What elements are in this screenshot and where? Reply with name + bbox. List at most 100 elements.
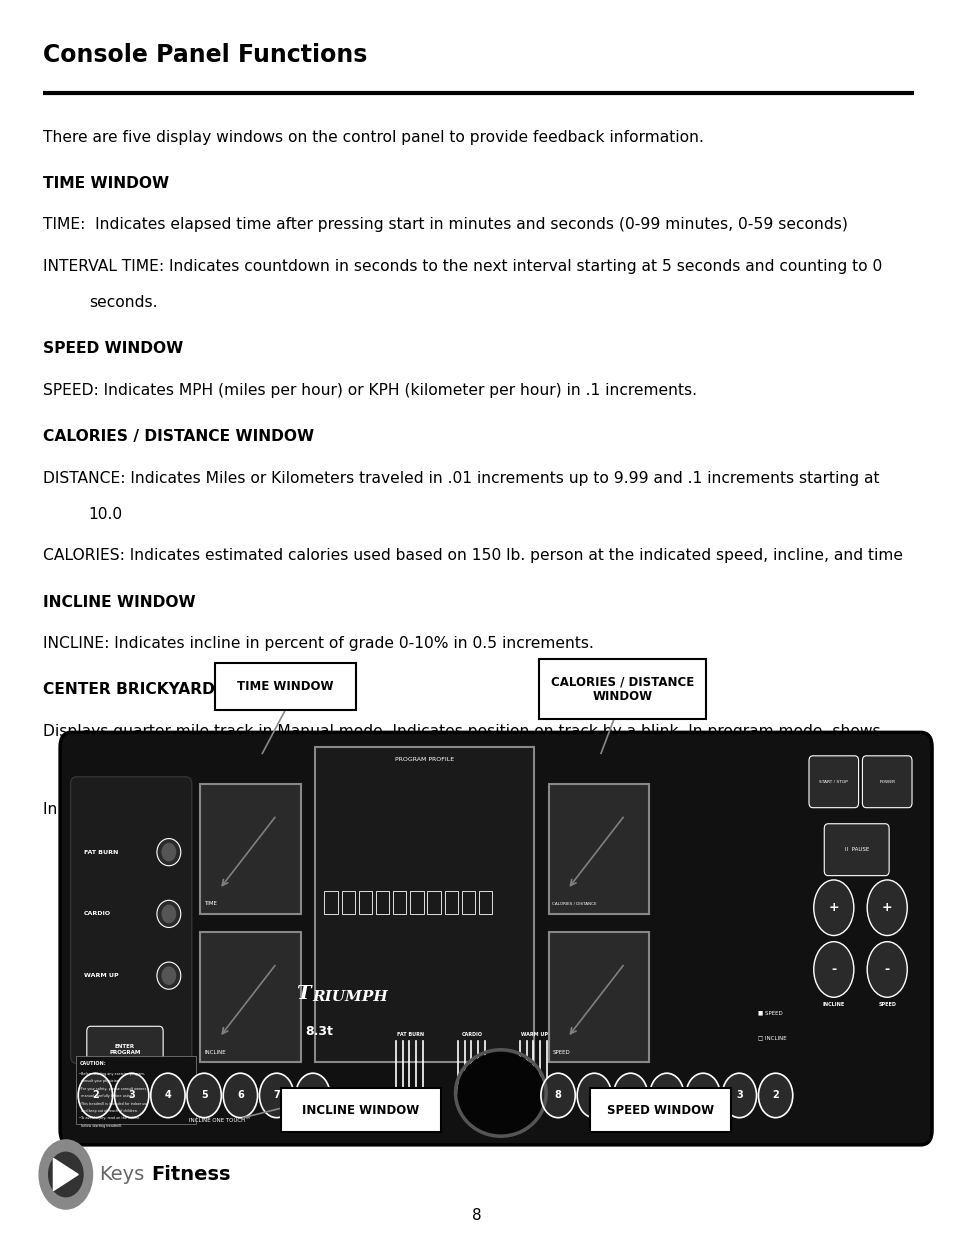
Bar — [427, 892, 440, 914]
Bar — [461, 892, 475, 914]
Bar — [324, 892, 337, 914]
FancyBboxPatch shape — [808, 756, 858, 808]
Text: -: - — [883, 963, 889, 976]
Ellipse shape — [813, 879, 853, 936]
Text: INCLINE: Indicates incline in percent of grade 0-10% in 0.5 increments.: INCLINE: Indicates incline in percent of… — [43, 636, 593, 651]
Text: TIME WINDOW: TIME WINDOW — [236, 680, 334, 693]
Bar — [214, 663, 355, 710]
Ellipse shape — [866, 941, 906, 998]
Text: 2: 2 — [91, 1091, 99, 1100]
Text: POWER: POWER — [879, 779, 894, 784]
Text: CALORIES / DISTANCE: CALORIES / DISTANCE — [552, 903, 597, 906]
Circle shape — [114, 1073, 149, 1118]
Text: CALORIES: Indicates estimated calories used based on 150 lb. person at the indic: CALORIES: Indicates estimated calories u… — [43, 548, 902, 563]
Bar — [76, 1056, 195, 1124]
Text: INCLINE: INCLINE — [204, 1050, 226, 1055]
Text: ENTER
PROGRAM: ENTER PROGRAM — [110, 1045, 140, 1055]
Text: 8: 8 — [309, 1091, 316, 1100]
Text: side of the window. In Manual mode, the LAP counter will appear in the top cente: side of the window. In Manual mode, the … — [89, 837, 899, 853]
Bar — [314, 747, 534, 1062]
Text: the change in speed profile across the interval range (1-10) and shows position : the change in speed profile across the i… — [89, 760, 882, 776]
Text: Keys: Keys — [99, 1165, 144, 1184]
Text: 3: 3 — [128, 1091, 135, 1100]
Circle shape — [187, 1073, 221, 1118]
Text: T: T — [295, 986, 310, 1003]
Text: +: + — [881, 902, 892, 914]
Text: 8: 8 — [472, 1208, 481, 1223]
Text: Displays quarter mile track in Manual mode. Indicates position on track by a bli: Displays quarter mile track in Manual mo… — [43, 724, 880, 739]
Text: 6: 6 — [626, 1091, 634, 1100]
Text: 8: 8 — [554, 1091, 561, 1100]
Text: •Before starting any exercise program,: •Before starting any exercise program, — [79, 1072, 145, 1076]
Text: ■ SPEED: ■ SPEED — [758, 1010, 782, 1015]
Text: 6: 6 — [236, 1091, 244, 1100]
Text: 10.0: 10.0 — [89, 506, 123, 522]
Ellipse shape — [866, 879, 906, 936]
Ellipse shape — [813, 941, 853, 998]
Bar — [478, 892, 492, 914]
Text: seconds.: seconds. — [89, 295, 157, 310]
Circle shape — [295, 1073, 330, 1118]
Text: 7: 7 — [590, 1091, 598, 1100]
Text: TIME: TIME — [204, 902, 216, 906]
Text: WARM UP: WARM UP — [84, 973, 118, 978]
Ellipse shape — [156, 900, 181, 927]
FancyBboxPatch shape — [60, 732, 931, 1145]
Text: consult your physician.: consult your physician. — [79, 1079, 120, 1083]
Circle shape — [162, 844, 175, 861]
Circle shape — [151, 1073, 185, 1118]
Text: 4: 4 — [699, 1091, 706, 1100]
Bar — [548, 932, 648, 1062]
Text: SPEED: Indicates MPH (miles per hour) or KPH (kilometer per hour) in .1 incremen: SPEED: Indicates MPH (miles per hour) or… — [43, 383, 697, 398]
Text: INCLINE WINDOW: INCLINE WINDOW — [43, 594, 195, 610]
Text: II  PAUSE: II PAUSE — [843, 847, 868, 852]
Bar — [393, 892, 406, 914]
Ellipse shape — [156, 839, 181, 866]
Text: START / STOP: START / STOP — [819, 779, 847, 784]
Text: In Program mode, the treadmill will display the name of the program selected. Th: In Program mode, the treadmill will disp… — [43, 802, 889, 816]
Text: CALORIES / DISTANCE
WINDOW: CALORIES / DISTANCE WINDOW — [550, 676, 694, 703]
Ellipse shape — [156, 962, 181, 989]
Text: 3: 3 — [735, 1091, 742, 1100]
Bar — [589, 1088, 730, 1132]
Circle shape — [540, 1073, 575, 1118]
Circle shape — [39, 1140, 92, 1209]
Polygon shape — [53, 1158, 78, 1191]
Circle shape — [162, 905, 175, 923]
Bar — [341, 892, 355, 914]
Text: 8.3t: 8.3t — [305, 1025, 333, 1037]
Text: 7: 7 — [273, 1091, 280, 1100]
Text: INTERVAL TIME: Indicates countdown in seconds to the next interval starting at 5: INTERVAL TIME: Indicates countdown in se… — [43, 259, 882, 274]
Bar — [444, 892, 457, 914]
Text: -: - — [830, 963, 836, 976]
Text: 5: 5 — [200, 1091, 208, 1100]
Circle shape — [577, 1073, 611, 1118]
Text: Fitness: Fitness — [152, 1165, 231, 1184]
Text: INCLINE ONE TOUCH™: INCLINE ONE TOUCH™ — [189, 1118, 250, 1123]
Text: RIUMPH: RIUMPH — [312, 989, 387, 1004]
Text: •To avoid injury, read on the calorie: •To avoid injury, read on the calorie — [79, 1116, 139, 1120]
Text: INCLINE WINDOW: INCLINE WINDOW — [302, 1104, 419, 1116]
Text: 5: 5 — [662, 1091, 670, 1100]
Text: SPEED WINDOW: SPEED WINDOW — [43, 341, 183, 357]
Text: TIME:  Indicates elapsed time after pressing start in minutes and seconds (0-99 : TIME: Indicates elapsed time after press… — [43, 217, 847, 232]
Text: FAT BURN: FAT BURN — [396, 1032, 423, 1037]
Text: CENTER BRICKYARD WINDOW: CENTER BRICKYARD WINDOW — [43, 682, 298, 698]
Bar — [538, 659, 705, 719]
Text: below starting treadmill.: below starting treadmill. — [79, 1124, 122, 1128]
FancyBboxPatch shape — [862, 756, 911, 808]
Text: 2: 2 — [771, 1091, 779, 1100]
Circle shape — [223, 1073, 257, 1118]
Text: Console Panel Functions: Console Panel Functions — [43, 43, 367, 67]
Text: WARM UP: WARM UP — [520, 1032, 547, 1037]
Circle shape — [721, 1073, 756, 1118]
Text: CARDIO: CARDIO — [461, 1032, 482, 1037]
Bar — [375, 892, 389, 914]
Text: and keep out of reach of children.: and keep out of reach of children. — [79, 1109, 138, 1113]
Bar — [410, 892, 423, 914]
Text: FAT BURN: FAT BURN — [84, 850, 118, 855]
Text: •For your safety, please consult owners: •For your safety, please consult owners — [79, 1087, 146, 1091]
Circle shape — [649, 1073, 683, 1118]
Circle shape — [613, 1073, 647, 1118]
Text: CAUTION:: CAUTION: — [80, 1061, 107, 1066]
